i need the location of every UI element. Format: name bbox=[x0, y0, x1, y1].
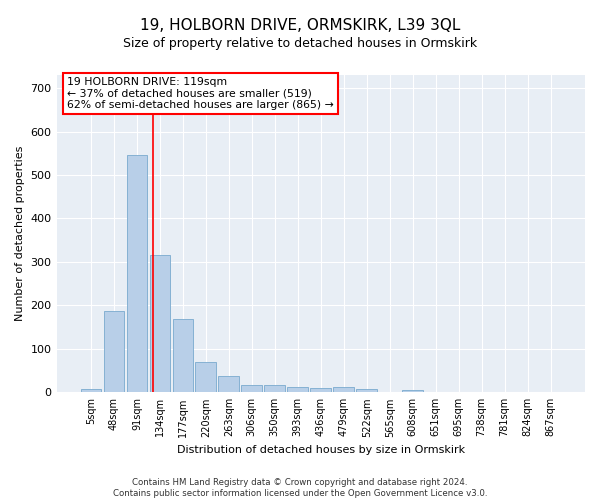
Text: Contains HM Land Registry data © Crown copyright and database right 2024.
Contai: Contains HM Land Registry data © Crown c… bbox=[113, 478, 487, 498]
Bar bbox=[334, 387, 354, 392]
Bar bbox=[149, 256, 170, 392]
Text: 19, HOLBORN DRIVE, ORMSKIRK, L39 3QL: 19, HOLBORN DRIVE, ORMSKIRK, L39 3QL bbox=[140, 18, 460, 32]
Bar bbox=[241, 385, 262, 392]
Bar bbox=[403, 390, 423, 392]
Bar bbox=[287, 387, 308, 392]
Bar bbox=[80, 389, 101, 392]
Bar bbox=[265, 385, 285, 392]
Bar bbox=[173, 320, 193, 392]
Bar bbox=[104, 310, 124, 392]
Bar bbox=[356, 389, 377, 392]
Y-axis label: Number of detached properties: Number of detached properties bbox=[15, 146, 25, 322]
Text: 19 HOLBORN DRIVE: 119sqm
← 37% of detached houses are smaller (519)
62% of semi-: 19 HOLBORN DRIVE: 119sqm ← 37% of detach… bbox=[67, 76, 334, 110]
Bar bbox=[218, 376, 239, 392]
Bar bbox=[127, 156, 147, 392]
Bar bbox=[310, 388, 331, 392]
Bar bbox=[196, 362, 216, 392]
X-axis label: Distribution of detached houses by size in Ormskirk: Distribution of detached houses by size … bbox=[177, 445, 465, 455]
Text: Size of property relative to detached houses in Ormskirk: Size of property relative to detached ho… bbox=[123, 38, 477, 51]
